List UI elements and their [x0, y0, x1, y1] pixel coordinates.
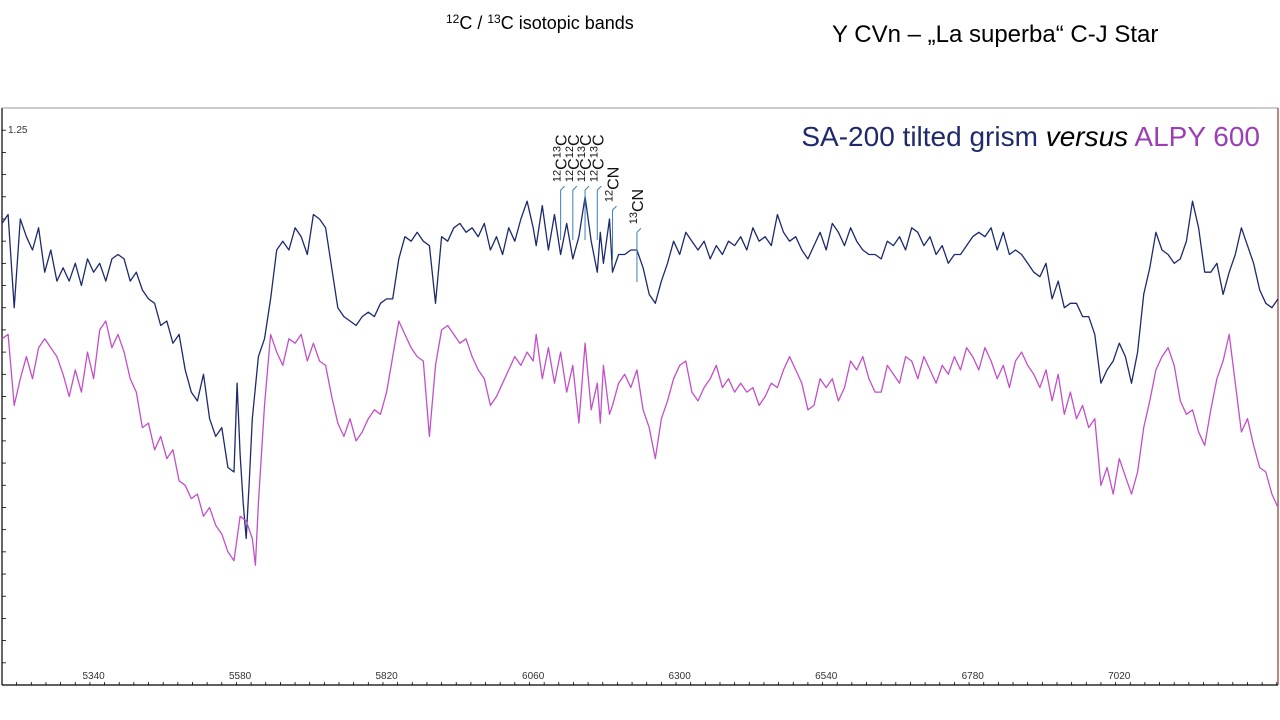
series-line-2: [1, 320, 1279, 566]
band-label: 13CN: [628, 189, 647, 224]
x-tick-label: 7020: [1108, 671, 1131, 682]
legend-text: SA-200 tilted grism versus ALPY 600: [801, 121, 1260, 152]
chart-title: Y CVn – „La superba“ C-J Star: [832, 21, 1158, 48]
band-marker-line: [596, 185, 602, 241]
band-marker-line: [612, 205, 617, 261]
x-tick-label: 6540: [815, 671, 838, 682]
band-marker-line: [560, 185, 565, 241]
y-tick-label: 1.25: [8, 125, 28, 136]
legend-versus: versus: [1046, 121, 1128, 152]
legend-series-1: SA-200 tilted grism: [801, 121, 1045, 152]
band-label: 12CN: [604, 167, 623, 202]
isotopic-bands-title: 12C / 13C isotopic bands: [446, 12, 634, 33]
y-ticks-group: 1.25: [2, 125, 28, 664]
x-tick-label: 6060: [522, 671, 545, 682]
iso-b-sup: 13: [487, 12, 501, 26]
iso-a-sup: 12: [446, 12, 460, 26]
band-label: 12C13C: [552, 134, 571, 182]
band-label: 12C13C: [588, 134, 607, 182]
band-marker-line: [572, 185, 578, 241]
x-tick-label: 5820: [376, 671, 399, 682]
iso-b: C isotopic bands: [501, 13, 634, 33]
band-label: 12C12C: [564, 134, 583, 182]
x-tick-label: 5580: [229, 671, 252, 682]
iso-a: C /: [459, 13, 487, 33]
series-group: [1, 196, 1279, 566]
x-tick-label: 6780: [962, 671, 985, 682]
band-label: 12C13C: [576, 134, 595, 182]
x-tick-label: 5340: [82, 671, 105, 682]
series-line-1: [1, 196, 1279, 540]
x-tick-label: 6300: [669, 671, 692, 682]
x-ticks-group: 5340 5580 5820 6060 6300 6540 6780 7020: [1, 671, 1278, 685]
legend-series-2: ALPY 600: [1128, 121, 1260, 152]
band-marker-line: [636, 227, 642, 283]
band-marker-line: [584, 185, 590, 241]
